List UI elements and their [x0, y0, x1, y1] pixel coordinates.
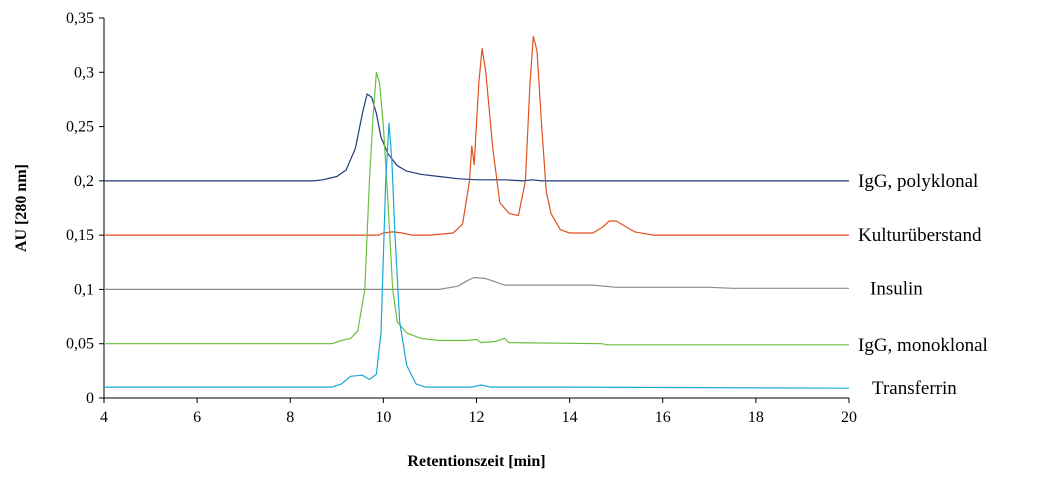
y-tick-label: 0 [86, 390, 94, 407]
series-lines [104, 35, 850, 389]
y-tick-label: 0,2 [74, 173, 94, 190]
y-tick-label: 0,35 [66, 10, 94, 27]
series-label: Transferrin [872, 378, 957, 399]
y-axis-title: AU [280 nm] [13, 164, 30, 252]
x-tick-label: 14 [562, 409, 578, 426]
series-line [104, 93, 849, 182]
series-label: Insulin [870, 278, 923, 299]
x-tick-label: 16 [655, 409, 671, 426]
y-tick-label: 0,05 [66, 336, 94, 353]
y-tick-label: 0,25 [66, 119, 94, 136]
y-tick-label: 0,1 [74, 281, 94, 298]
y-tick-label: 0,15 [66, 227, 94, 244]
x-tick-label: 8 [286, 409, 294, 426]
x-tick-label: 12 [469, 409, 485, 426]
series-label: Kulturüberstand [858, 225, 982, 246]
series-line [104, 276, 849, 290]
x-tick-label: 20 [841, 409, 857, 426]
x-tick-label: 18 [748, 409, 764, 426]
series-labels: IgG, polyklonal Kulturüberstand Insulin IgG… [858, 171, 988, 399]
series-line [104, 71, 849, 346]
x-tick-label: 6 [193, 409, 201, 426]
axes [103, 18, 849, 399]
x-axis-title: Retentionszeit [min] [407, 453, 545, 470]
series-label: IgG, monoklonal [858, 335, 988, 356]
x-tick-label: 10 [375, 409, 391, 426]
y-tick-label: 0,3 [74, 64, 94, 81]
x-axis-ticks: 4 6 8 10 12 14 16 18 20 [100, 398, 857, 426]
series-line [104, 122, 850, 389]
series-line [104, 35, 849, 236]
y-axis-ticks: 0 0,05 0,1 0,15 0,2 0,25 0,3 0,35 [66, 10, 104, 407]
series-label: IgG, polyklonal [858, 171, 978, 192]
x-tick-label: 4 [100, 409, 108, 426]
